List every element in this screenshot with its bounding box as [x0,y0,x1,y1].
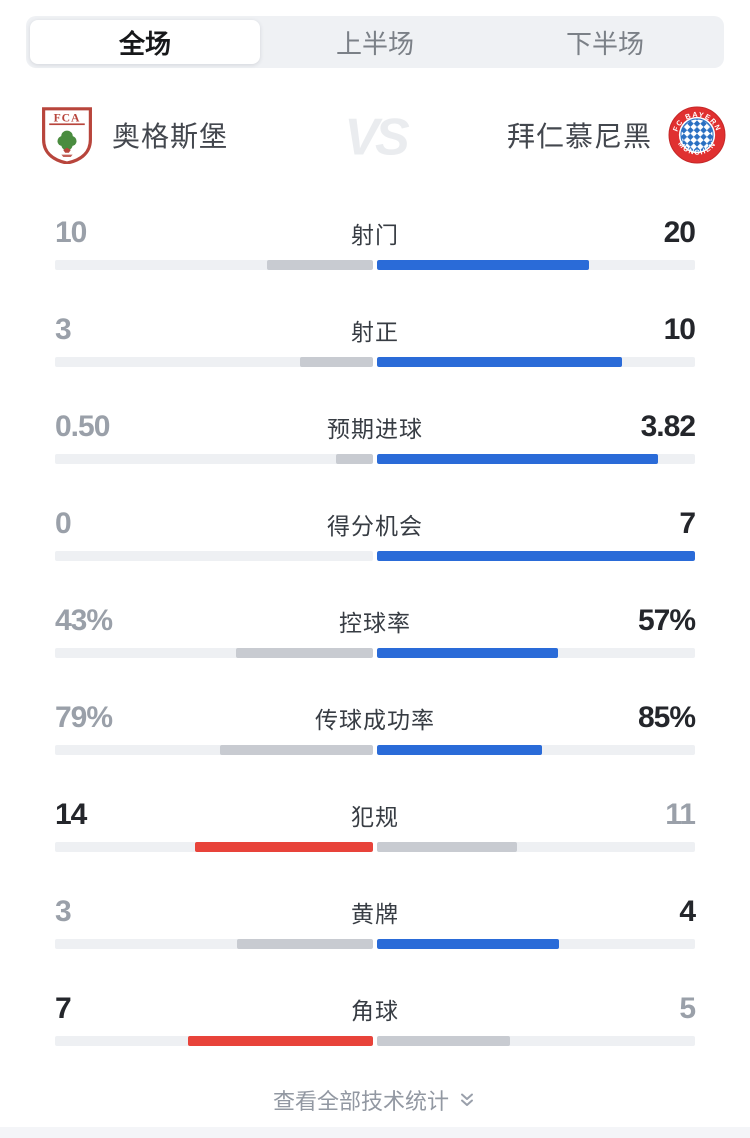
home-team: FCA 奥格斯堡 [38,106,228,164]
stat-label: 传球成功率 [315,707,435,733]
away-value: 20 [663,216,696,249]
home-bar-fill [187,1036,373,1046]
stat-row-shots: 10 射门 20 [0,202,750,299]
stat-row-possession: 43% 控球率 57% [0,590,750,687]
away-bar-fill [377,939,559,949]
away-value: 57% [637,604,696,637]
home-bar-fill [219,745,373,755]
stat-bar [55,842,695,852]
stat-bar [55,745,695,755]
stat-bar [55,1036,695,1046]
away-team: 拜仁慕尼黑 FC BAYERN MÜNCHEN [507,106,726,164]
home-team-name: 奥格斯堡 [112,121,229,152]
home-value: 7 [55,992,72,1025]
tab-first-half[interactable]: 上半场 [335,28,414,59]
stat-row-corners: 7 角球 5 [0,978,750,1075]
stat-label: 犯规 [351,804,399,830]
away-bar-fill [377,1036,510,1046]
home-value: 0.50 [55,410,110,443]
stat-bar [55,648,695,658]
away-value: 85% [637,701,696,734]
home-bar-fill [236,648,373,658]
home-value: 3 [55,895,72,928]
stat-label: 黄牌 [351,901,399,927]
svg-text:FCA: FCA [54,111,81,124]
away-value: 3.82 [640,410,696,443]
away-bar-fill [377,551,695,561]
home-bar-fill [336,454,373,464]
stat-bar [55,551,695,561]
stat-row-big-chances: 0 得分机会 7 [0,493,750,590]
away-bar-fill [377,357,622,367]
match-header: VS FCA 奥格斯堡 拜仁慕尼黑 [0,68,750,202]
stat-row-yellow-cards: 3 黄牌 4 [0,881,750,978]
double-chevron-down-icon [461,1093,473,1106]
view-all-stats-label: 查看全部技术统计 [272,1089,449,1114]
home-value: 14 [55,798,87,831]
away-bar-fill [377,260,589,270]
away-value: 7 [679,507,696,540]
stat-bar [55,357,695,367]
stat-label: 预期进球 [327,416,423,442]
away-value: 4 [679,895,696,928]
away-team-name: 拜仁慕尼黑 [506,121,652,152]
home-value: 3 [55,313,72,346]
view-all-stats-link[interactable]: 查看全部技术统计 [0,1077,750,1123]
stat-label: 射门 [351,222,399,248]
home-value: 0 [55,507,72,540]
tab-full-match[interactable]: 全场 [30,20,260,64]
home-bar-fill [299,357,373,367]
stat-label: 控球率 [339,610,411,636]
stat-label: 得分机会 [327,513,423,539]
away-value: 10 [663,313,696,346]
stat-row-pass-accuracy: 79% 传球成功率 85% [0,687,750,784]
away-value: 11 [665,798,696,831]
stat-bar [55,260,695,270]
stat-row-expected-goals: 0.50 预期进球 3.82 [0,396,750,493]
stats-list: 10 射门 20 3 射正 10 0.50 预期进球 3.82 [0,202,750,1075]
away-value: 5 [679,992,696,1025]
away-bar-fill [377,648,559,658]
home-value: 10 [55,216,87,249]
stat-row-fouls: 14 犯规 11 [0,784,750,881]
stat-bar [55,939,695,949]
stat-bar [55,454,695,464]
stat-label: 射正 [351,319,399,345]
fc-bayern-crest-icon: FC BAYERN MÜNCHEN [668,106,726,164]
fc-augsburg-crest-icon: FCA [42,107,92,164]
home-value: 79% [55,701,113,734]
tab-second-half[interactable]: 下半场 [565,28,644,59]
home-bar-fill [267,260,373,270]
bottom-divider [0,1127,750,1138]
period-tabbar: 全场 上半场 下半场 [26,16,724,68]
home-value: 43% [55,604,113,637]
stat-label: 角球 [351,998,399,1024]
away-bar-fill [377,454,659,464]
versus-watermark: VS [344,108,409,167]
away-bar-fill [377,842,517,852]
home-bar-fill [194,842,373,852]
home-bar-fill [236,939,373,949]
stat-row-shots-on-target: 3 射正 10 [0,299,750,396]
away-bar-fill [377,745,542,755]
